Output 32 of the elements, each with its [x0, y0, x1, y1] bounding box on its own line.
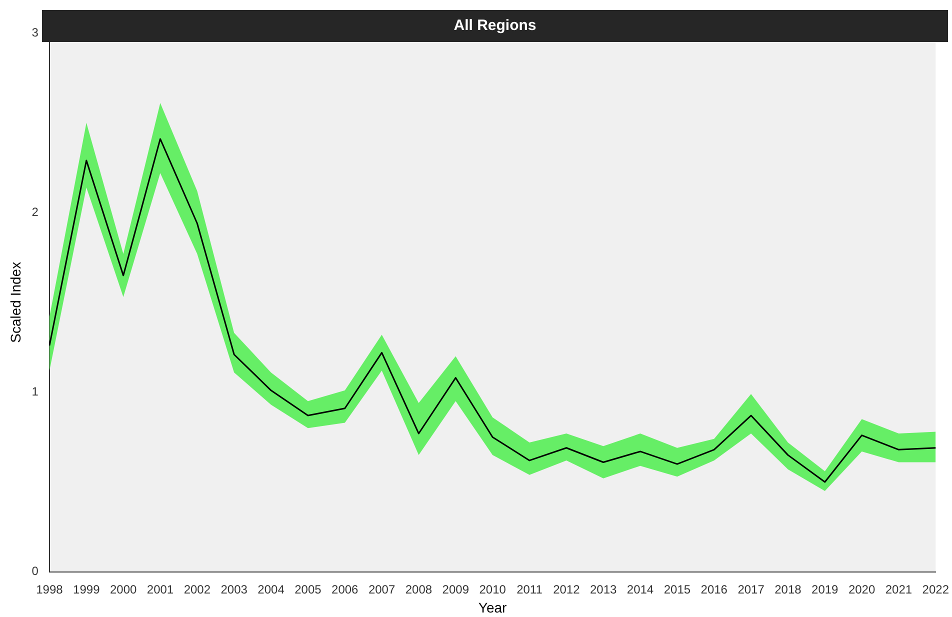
x-tick-label: 2007: [368, 582, 396, 596]
x-tick-label: 1999: [73, 582, 100, 596]
x-tick-label: 2020: [848, 582, 876, 596]
x-tick-label: 2012: [553, 582, 580, 596]
y-tick-label: 0: [32, 564, 39, 578]
y-tick-label: 3: [32, 25, 39, 40]
x-tick-label: 2017: [738, 582, 765, 596]
x-tick-label: 2016: [700, 582, 728, 596]
y-tick-label: 1: [32, 384, 39, 399]
x-tick-label: 2010: [479, 582, 506, 596]
x-tick-label: 2005: [294, 582, 322, 596]
x-tick-label: 2001: [146, 582, 174, 596]
x-tick-label: 2019: [812, 582, 839, 596]
x-tick-label: 2021: [885, 582, 912, 596]
x-tick-label: 2004: [258, 582, 285, 596]
x-tick-label: 2003: [220, 582, 248, 596]
x-tick-label: 2011: [516, 582, 543, 596]
title-banner: All Regions: [42, 10, 948, 42]
x-tick-label: 2002: [184, 582, 211, 596]
x-tick-label: 2006: [332, 582, 359, 596]
x-tick-label: 1998: [36, 582, 64, 596]
x-tick-label: 2009: [442, 582, 470, 596]
x-tick-label: 2014: [626, 582, 654, 596]
x-tick-label: 2015: [664, 582, 691, 596]
x-axis-title: Year: [478, 599, 508, 616]
x-tick-label: 2013: [590, 582, 618, 596]
x-tick-label: 2000: [110, 582, 137, 596]
x-tick-label: 2018: [774, 582, 802, 596]
x-tick-label: 2022: [922, 582, 950, 596]
y-tick-label: 2: [32, 204, 39, 219]
x-tick-label: 2008: [405, 582, 432, 596]
y-axis-title: Scaled Index: [7, 262, 24, 343]
